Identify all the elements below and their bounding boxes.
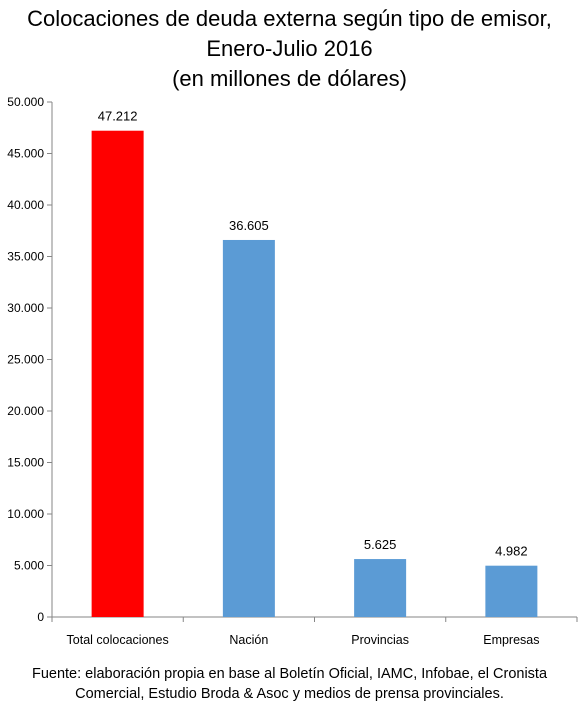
data-labels: 47.212 36.605 5.625 4.982 xyxy=(98,109,528,559)
chart-title: Colocaciones de deuda externa según tipo… xyxy=(0,4,579,94)
y-axis: 0 5.000 10.000 15.000 20.000 25.000 30.000 35.0… xyxy=(7,95,53,624)
bar xyxy=(91,130,144,617)
category-label: Nación xyxy=(229,633,268,647)
y-tick-label: 25.000 xyxy=(7,353,44,367)
source-note: Fuente: elaboración propia en base al Bo… xyxy=(0,664,579,704)
data-label: 47.212 xyxy=(98,109,138,124)
y-tick-label: 20.000 xyxy=(7,404,44,418)
source-line-2: Comercial, Estudio Broda & Asoc y medios… xyxy=(75,686,504,702)
y-tick-label: 35.000 xyxy=(7,250,44,264)
y-tick-label: 40.000 xyxy=(7,198,44,212)
data-label: 4.982 xyxy=(495,544,528,559)
x-axis: Total colocaciones Nación Provincias Empres… xyxy=(51,616,578,647)
chart-title-line-2: Enero-Julio 2016 xyxy=(206,36,373,61)
chart-title-line-3: (en millones de dólares) xyxy=(172,66,407,91)
y-tick-label: 45.000 xyxy=(7,147,44,161)
y-tick-label: 50.000 xyxy=(7,95,44,109)
y-tick-label: 15.000 xyxy=(7,456,44,470)
y-tick-label: 5.000 xyxy=(14,559,44,573)
bar xyxy=(354,559,407,617)
category-label: Provincias xyxy=(351,633,409,647)
bars xyxy=(91,130,538,617)
source-line-1: Fuente: elaboración propia en base al Bo… xyxy=(31,666,548,682)
data-label: 5.625 xyxy=(364,537,397,552)
bar xyxy=(485,565,538,617)
category-label: Total colocaciones xyxy=(67,633,169,647)
data-label: 36.605 xyxy=(229,218,269,233)
y-tick-label: 0 xyxy=(37,610,44,624)
y-tick-label: 10.000 xyxy=(7,507,44,521)
bar xyxy=(222,239,275,617)
chart-title-line-1: Colocaciones de deuda externa según tipo… xyxy=(27,6,552,31)
bar-chart: 0 5.000 10.000 15.000 20.000 25.000 30.000 35.0… xyxy=(7,95,578,647)
y-tick-label: 30.000 xyxy=(7,301,44,315)
category-label: Empresas xyxy=(483,633,539,647)
